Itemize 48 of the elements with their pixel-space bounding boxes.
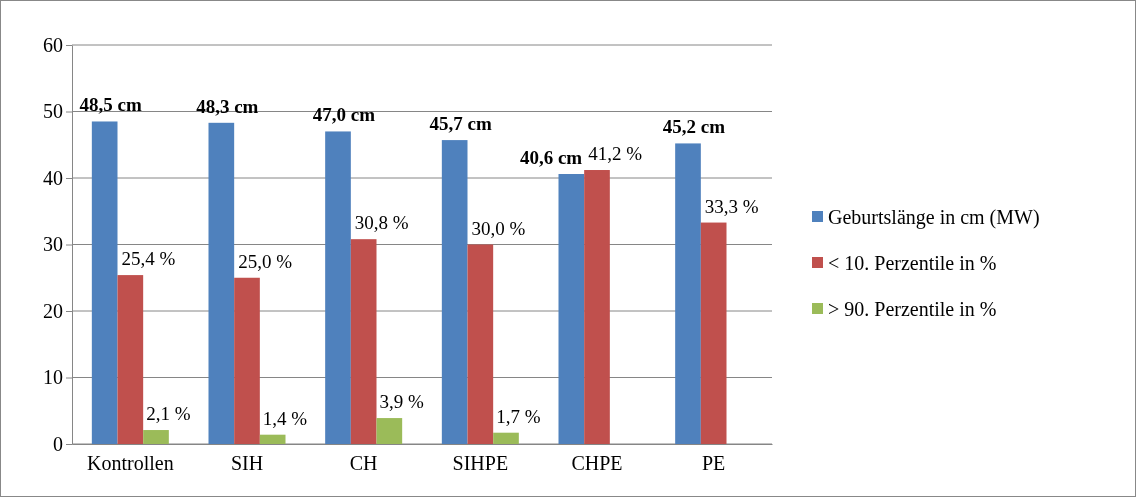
bar <box>376 418 403 444</box>
legend-label: Geburtslänge in cm (MW) <box>828 206 1040 229</box>
data-label: 3,9 % <box>379 391 424 413</box>
bar <box>117 275 144 444</box>
data-label: 33,3 % <box>704 195 759 217</box>
bar <box>675 143 701 444</box>
bar <box>467 244 494 444</box>
x-tick-label: CH <box>349 452 378 475</box>
y-tick-label: 50 <box>43 100 63 123</box>
data-label: 1,4 % <box>262 407 308 429</box>
y-tick-label: 30 <box>43 233 63 256</box>
bar <box>91 121 118 444</box>
data-label: 30,0 % <box>471 217 526 239</box>
data-label: 48,5 cm <box>79 94 142 116</box>
bar <box>350 239 377 444</box>
bar <box>234 277 260 444</box>
bar <box>584 170 610 444</box>
y-tick-label: 20 <box>43 299 63 322</box>
data-label: 25,4 % <box>121 248 176 270</box>
bar <box>441 140 468 444</box>
x-tick-label: CHPE <box>571 452 623 475</box>
bar <box>325 131 351 444</box>
data-label: 25,0 % <box>238 250 293 272</box>
data-label: 45,2 cm <box>662 116 726 138</box>
data-label: 1,7 % <box>496 405 541 427</box>
x-tick-label: PE <box>701 452 726 475</box>
y-tick-label: 0 <box>53 432 63 455</box>
x-tick-label: SIHPE <box>452 452 509 475</box>
y-tick-label: 40 <box>43 166 63 189</box>
bar <box>558 174 585 444</box>
x-tick-label: SIH <box>230 452 264 475</box>
bar <box>259 434 286 444</box>
legend-label: > 90. Perzentile in % <box>828 298 997 320</box>
bar <box>493 432 519 444</box>
data-label: 48,3 cm <box>196 95 259 117</box>
x-tick-label: Kontrollen <box>87 452 174 475</box>
y-tick-label: 60 <box>43 33 63 56</box>
data-label: 30,8 % <box>354 212 409 234</box>
data-label: 41,2 % <box>588 143 643 165</box>
data-label: 2,1 % <box>146 403 191 425</box>
data-label: 47,0 cm <box>312 104 376 126</box>
bar <box>700 222 727 444</box>
bar <box>143 430 169 444</box>
data-label: 45,7 cm <box>429 113 492 135</box>
y-tick-label: 10 <box>43 366 63 389</box>
data-label: 40,6 cm <box>519 147 583 169</box>
bar <box>208 122 235 444</box>
legend-label: < 10. Perzentile in % <box>828 252 997 274</box>
